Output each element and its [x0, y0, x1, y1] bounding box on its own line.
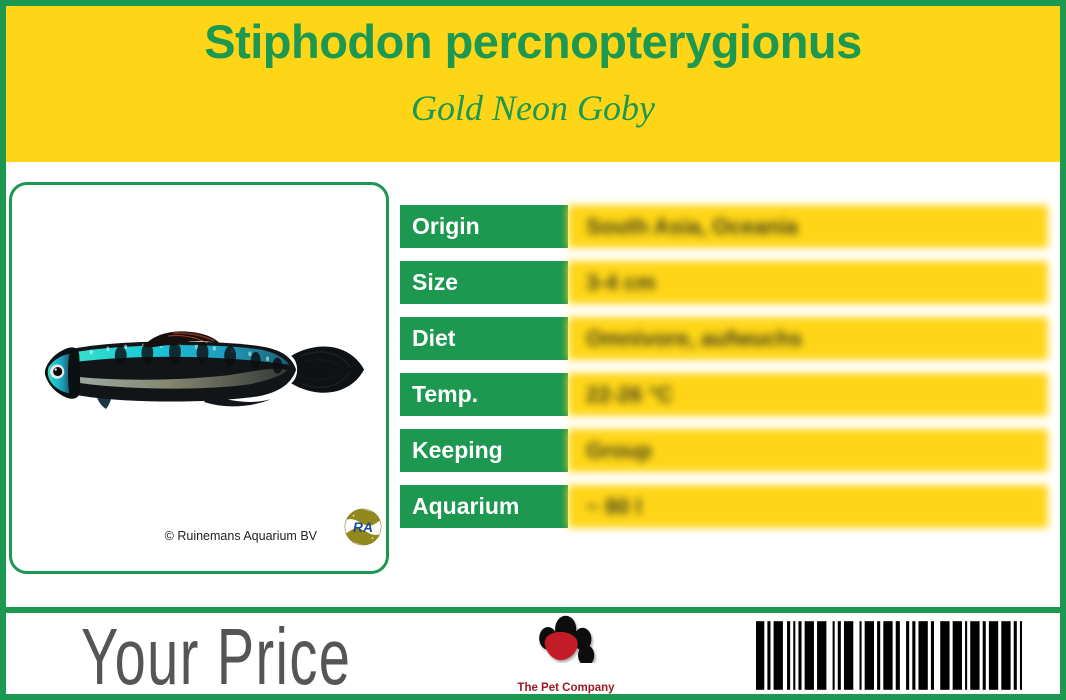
svg-text:RA: RA [353, 519, 373, 535]
